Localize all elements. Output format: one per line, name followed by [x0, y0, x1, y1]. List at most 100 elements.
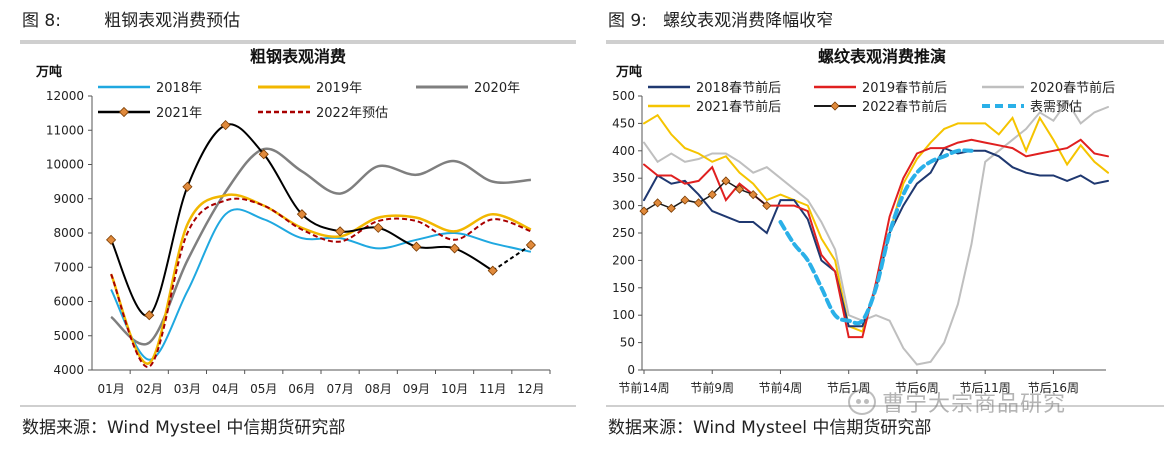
series-line	[778, 148, 974, 326]
series-line	[110, 197, 532, 368]
data-point	[639, 206, 649, 216]
data-point	[296, 209, 307, 220]
y-tick-label: 4000	[53, 363, 84, 377]
rebar-consumption-panel: 图 9: 螺纹表观消费降幅收窄 螺纹表观消费推演 万吨 0 50 100 150 200 25…	[586, 0, 1164, 450]
x-tick-label: 02月	[136, 382, 163, 396]
title-divider	[606, 40, 1164, 44]
data-point	[220, 120, 231, 131]
data-point	[748, 190, 758, 200]
series-line	[643, 179, 768, 212]
series-line-forecast	[492, 244, 532, 272]
y-tick-label: 150	[612, 281, 635, 295]
legend-label: 2021春节前后	[696, 99, 781, 115]
data-point	[258, 149, 269, 160]
y-axis-unit: 万吨	[615, 64, 642, 80]
x-tick-label: 节后16周	[1028, 381, 1079, 395]
y-tick-label: 5000	[53, 329, 84, 343]
data-point	[144, 310, 155, 321]
legend-label: 2022春节前后	[862, 99, 947, 115]
x-tick-label: 节后6周	[895, 381, 939, 395]
y-tick-label: 300	[612, 199, 635, 213]
data-point	[666, 203, 676, 213]
source-divider	[606, 405, 1164, 407]
data-point	[734, 184, 745, 194]
y-tick-label: 6000	[53, 295, 84, 309]
data-point	[680, 195, 690, 205]
y-tick-label: 250	[612, 226, 635, 240]
y-tick-label: 450	[612, 116, 635, 130]
y-tick-label: 0	[627, 363, 635, 377]
series-line	[110, 147, 532, 346]
x-tick-label: 10月	[441, 382, 468, 396]
data-point	[411, 241, 422, 252]
x-tick-label: 节前9周	[690, 380, 734, 395]
wechat-watermark: 曹宁大宗商品研究	[848, 385, 1138, 419]
x-tick-label: 08月	[365, 382, 392, 396]
y-tick-label: 9000	[53, 192, 84, 206]
data-point	[762, 201, 772, 211]
series-line	[643, 113, 1109, 333]
y-tick-label: 100	[612, 308, 635, 322]
data-point	[449, 243, 460, 254]
x-tick-label: 09月	[403, 382, 430, 396]
series-line	[110, 208, 532, 361]
series-line	[643, 146, 1109, 328]
wechat-icon	[848, 389, 876, 415]
steel-consumption-panel: 图 8: 粗钢表观消费预估 粗钢表观消费万吨 4000 5000 6000 7000 80…	[0, 0, 576, 450]
data-point	[106, 234, 117, 245]
y-tick-label: 50	[620, 336, 635, 350]
data-point	[182, 181, 193, 192]
series-line	[643, 138, 1109, 339]
figure-9-source: 数据来源：Wind Mysteel 中信期货研究部	[608, 418, 932, 438]
x-tick-label: 12月	[517, 382, 544, 396]
x-tick-label: 节前14周	[618, 380, 669, 395]
y-tick-label: 200	[612, 253, 635, 267]
y-tick-label: 350	[612, 171, 635, 185]
legend-marker	[118, 106, 130, 118]
legend-label: 2019春节前后	[862, 80, 947, 96]
legend-label: 2021年	[156, 106, 202, 121]
legend-label: 表需预估	[1030, 100, 1082, 115]
x-tick-label: 11月	[479, 382, 506, 396]
x-tick-label: 节前4周	[759, 380, 803, 395]
y-tick-label: 10000	[46, 158, 84, 172]
data-point	[525, 239, 536, 251]
y-tick-label: 12000	[46, 89, 84, 103]
source-divider	[20, 405, 576, 407]
y-tick-label: 7000	[53, 260, 84, 274]
x-tick-label: 03月	[174, 382, 201, 396]
watermark-text: 曹宁大宗商品研究	[882, 392, 1067, 417]
chart-title: 螺纹表观消费推演	[818, 47, 946, 66]
x-tick-label: 节后11周	[960, 381, 1011, 395]
y-tick-label: 11000	[46, 123, 84, 137]
data-point	[487, 265, 498, 276]
legend-marker	[830, 101, 840, 111]
x-tick-label: 07月	[326, 382, 353, 396]
chart-title: 粗钢表观消费	[250, 47, 346, 66]
legend-label: 2022年预估	[316, 106, 388, 121]
data-point	[335, 226, 346, 237]
data-point	[373, 222, 384, 233]
y-axis-unit: 万吨	[35, 64, 62, 80]
legend-label: 2019年	[316, 81, 362, 96]
x-tick-label: 01月	[97, 382, 124, 396]
series-line	[109, 193, 532, 365]
x-tick-label: 05月	[250, 382, 277, 396]
data-point	[707, 190, 717, 200]
legend-label: 2020春节前后	[1030, 80, 1115, 96]
figure-8-source: 数据来源：Wind Mysteel 中信期货研究部	[22, 418, 346, 438]
x-tick-label: 04月	[212, 382, 239, 396]
legend-label: 2020年	[474, 81, 520, 96]
y-tick-label: 400	[612, 144, 635, 158]
series-line	[643, 99, 1109, 366]
figure-8-title: 图 8: 粗钢表观消费预估	[22, 11, 241, 31]
data-point	[694, 198, 704, 208]
title-divider	[20, 40, 576, 44]
series-line	[110, 123, 494, 317]
y-tick-label: 8000	[53, 226, 84, 240]
x-tick-label: 06月	[288, 382, 315, 396]
data-point	[653, 198, 663, 208]
legend-label: 2018春节前后	[696, 80, 781, 96]
